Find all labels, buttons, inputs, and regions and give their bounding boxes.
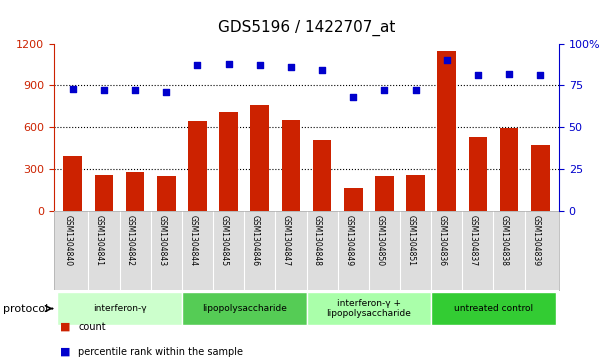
Bar <box>94 175 114 211</box>
Bar <box>375 176 394 211</box>
Text: GSM1304843: GSM1304843 <box>157 215 166 266</box>
Text: GDS5196 / 1422707_at: GDS5196 / 1422707_at <box>218 20 395 36</box>
Point <box>349 94 358 100</box>
Bar <box>531 145 549 211</box>
Text: GSM1304850: GSM1304850 <box>376 215 385 266</box>
Bar <box>499 129 519 211</box>
Text: ■: ■ <box>60 347 70 357</box>
Bar <box>406 175 425 211</box>
Bar <box>188 122 207 211</box>
Text: GSM1304846: GSM1304846 <box>251 215 260 266</box>
Text: interferon-γ +
lipopolysaccharide: interferon-γ + lipopolysaccharide <box>326 299 411 318</box>
Text: protocol: protocol <box>3 303 48 314</box>
Text: GSM1304848: GSM1304848 <box>313 215 322 265</box>
Point <box>162 89 171 95</box>
Point <box>224 61 233 66</box>
Point <box>317 68 327 73</box>
Bar <box>469 137 487 211</box>
Point <box>410 87 420 93</box>
Text: GSM1304839: GSM1304839 <box>531 215 540 266</box>
Text: percentile rank within the sample: percentile rank within the sample <box>78 347 243 357</box>
Point <box>286 64 296 70</box>
Bar <box>282 120 300 211</box>
Point <box>504 71 514 77</box>
Text: ■: ■ <box>60 322 70 332</box>
Point <box>380 87 389 93</box>
Bar <box>313 139 331 211</box>
Text: GSM1304840: GSM1304840 <box>64 215 73 266</box>
FancyBboxPatch shape <box>431 292 556 325</box>
Text: GSM1304842: GSM1304842 <box>126 215 135 265</box>
Text: GSM1304837: GSM1304837 <box>469 215 478 266</box>
Text: interferon-γ: interferon-γ <box>93 304 147 313</box>
Text: untreated control: untreated control <box>454 304 533 313</box>
Bar <box>251 105 269 211</box>
FancyBboxPatch shape <box>307 292 431 325</box>
Text: lipopolysaccharide: lipopolysaccharide <box>202 304 287 313</box>
Point <box>473 72 483 78</box>
Text: GSM1304841: GSM1304841 <box>95 215 104 265</box>
Text: GSM1304836: GSM1304836 <box>438 215 447 266</box>
Text: GSM1304849: GSM1304849 <box>344 215 353 266</box>
Text: GSM1304847: GSM1304847 <box>282 215 291 266</box>
Text: GSM1304851: GSM1304851 <box>407 215 415 265</box>
Point <box>68 86 78 91</box>
Point <box>535 72 545 78</box>
Point <box>99 87 109 93</box>
Point <box>193 62 203 68</box>
Point <box>442 57 451 63</box>
Text: GSM1304838: GSM1304838 <box>500 215 509 265</box>
Text: count: count <box>78 322 106 332</box>
Bar <box>438 50 456 211</box>
Bar <box>219 112 238 211</box>
Bar <box>126 172 144 211</box>
Bar <box>344 188 362 211</box>
Bar <box>157 176 175 211</box>
Text: GSM1304844: GSM1304844 <box>189 215 198 266</box>
Bar <box>64 156 82 211</box>
FancyBboxPatch shape <box>57 292 182 325</box>
Text: GSM1304845: GSM1304845 <box>219 215 228 266</box>
Point <box>255 62 264 68</box>
Point <box>130 87 140 93</box>
FancyBboxPatch shape <box>182 292 307 325</box>
